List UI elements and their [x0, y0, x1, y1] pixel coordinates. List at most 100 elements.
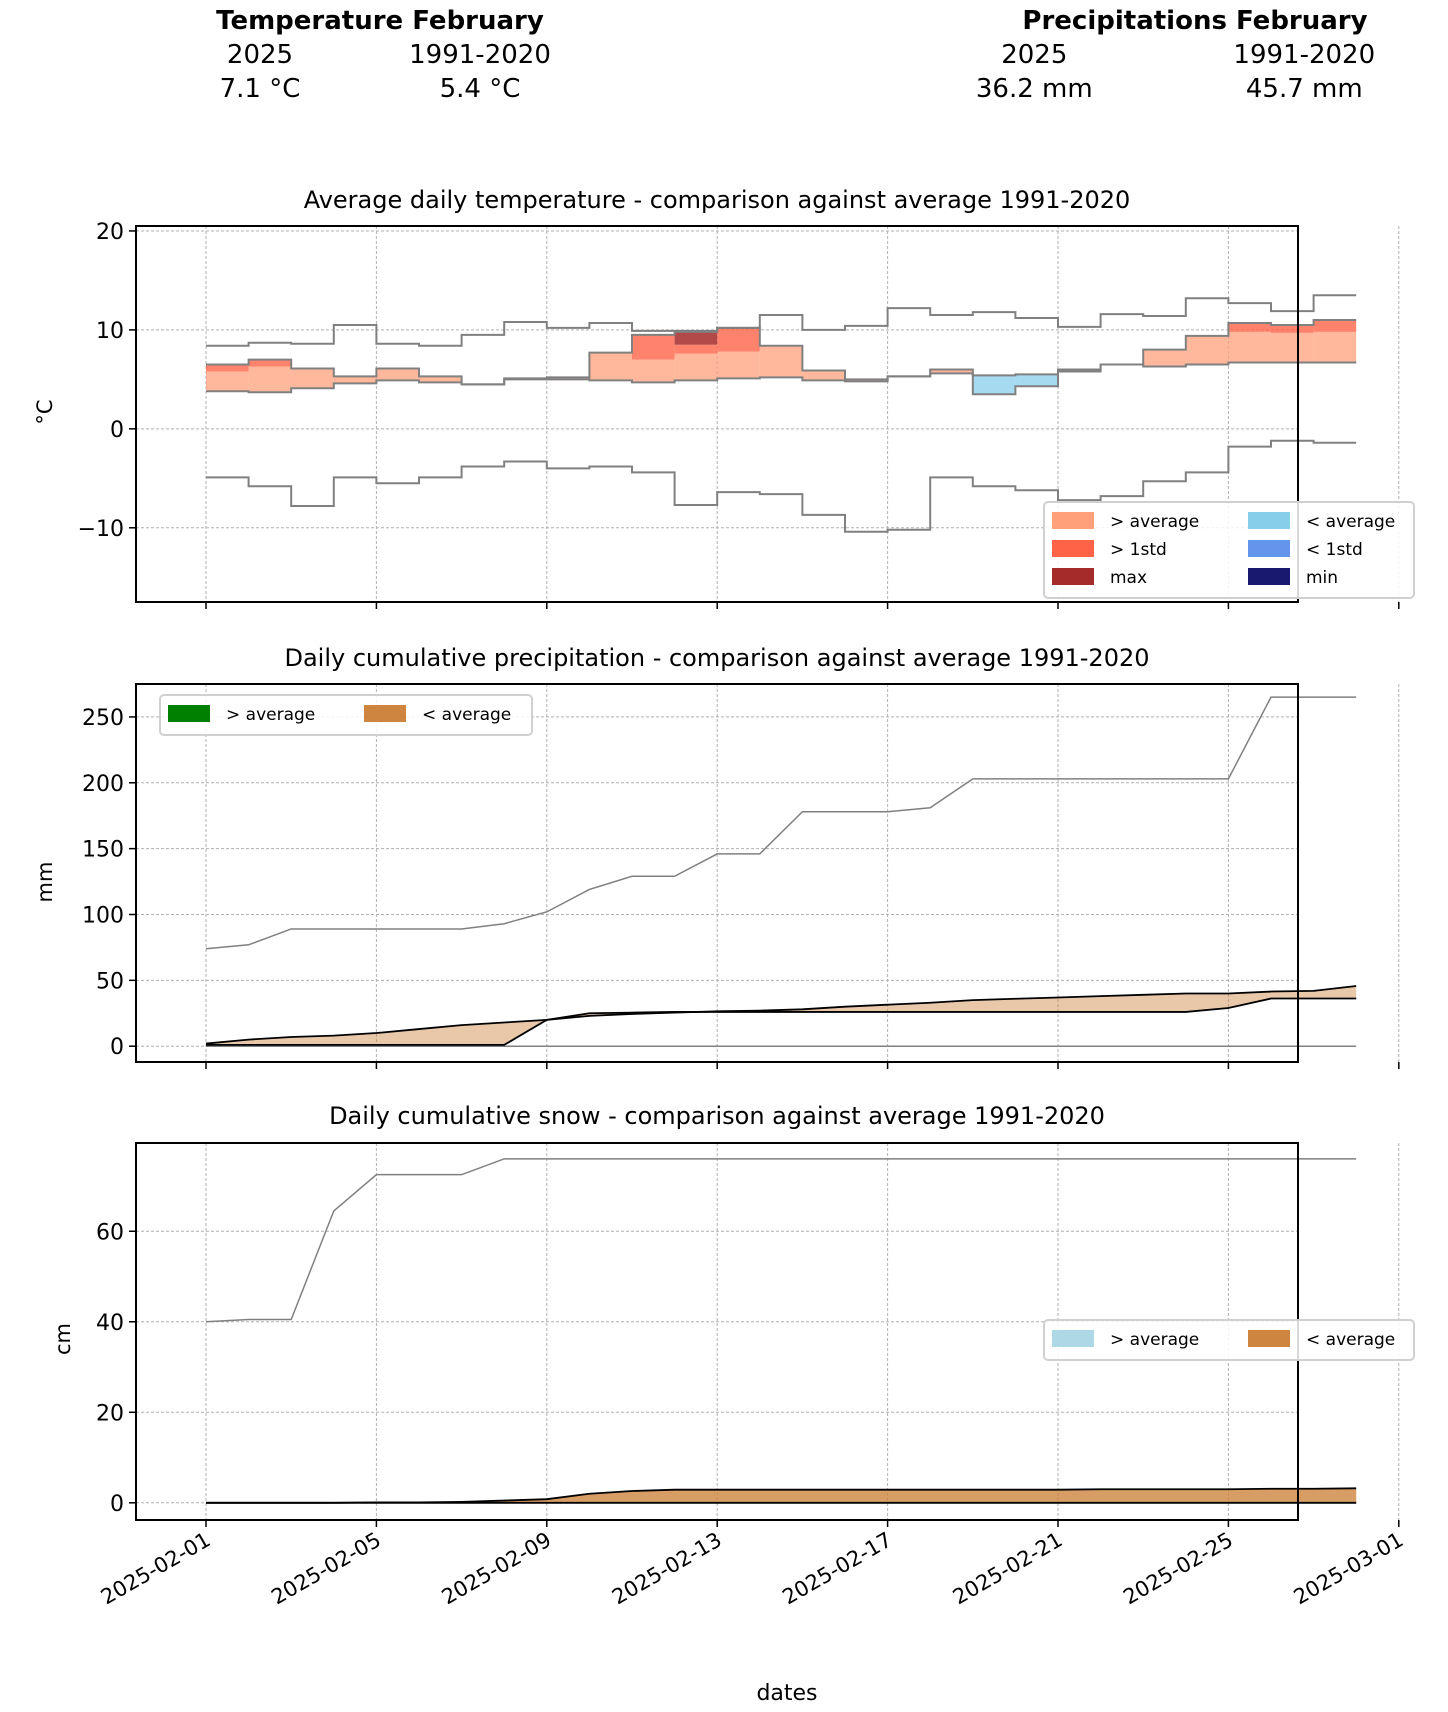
- precipitation-y-label: mm: [33, 862, 57, 903]
- below-average-band: [972, 375, 1016, 395]
- x-tick-label: 2025-02-13: [608, 1528, 726, 1610]
- record-max-line: [206, 294, 1357, 347]
- above-average-band: [333, 376, 377, 384]
- plot-area: [136, 684, 1400, 1062]
- y-tick-label: 0: [110, 418, 124, 443]
- legend-label: > average: [1110, 1330, 1199, 1350]
- snow-y-label: cm: [51, 1323, 75, 1355]
- temperature-chart: Average daily temperature - comparison a…: [33, 186, 1415, 609]
- temperature-col-normal: 1991-2020: [409, 40, 551, 70]
- y-tick-label: 20: [96, 1401, 124, 1426]
- legend-label: > 1std: [1110, 540, 1167, 560]
- legend: > average < average: [159, 694, 533, 736]
- above-average-band: [206, 371, 249, 392]
- y-tick-label: −10: [78, 517, 124, 542]
- temperature-chart-title: Average daily temperature - comparison a…: [304, 186, 1131, 214]
- below-average-area: [206, 986, 1357, 1045]
- legend: > average < average > 1std < 1std max min: [1043, 501, 1415, 599]
- above-average-band: [802, 370, 845, 381]
- temperature-summary-title: Temperature February: [216, 6, 544, 36]
- above-average-band: [1143, 349, 1186, 367]
- above-average-band: [759, 345, 803, 378]
- legend-swatch: [1248, 1330, 1290, 1347]
- legend-swatch: [1052, 540, 1094, 557]
- above-average-band: [930, 369, 973, 374]
- y-tick-label: 10: [96, 319, 124, 344]
- temperature-value-2025: 7.1 °C: [219, 74, 301, 104]
- max-band: [674, 331, 718, 345]
- legend-label: < average: [1306, 512, 1395, 532]
- record-min-line: [206, 439, 1357, 533]
- actual-2025-line: [206, 997, 1357, 1046]
- above-average-band: [1185, 335, 1229, 365]
- above-1std-band: [248, 359, 292, 367]
- precipitation-chart-title: Daily cumulative precipitation - compari…: [284, 644, 1149, 672]
- legend-label: < 1std: [1306, 540, 1363, 560]
- y-tick-label: 200: [82, 772, 124, 797]
- legend-frame: [159, 694, 533, 736]
- x-axis-label: dates: [756, 1681, 817, 1706]
- above-average-band: [589, 352, 632, 381]
- above-average-band: [632, 359, 675, 383]
- max-envelope-line: [205, 696, 1357, 950]
- above-1std-band: [1313, 320, 1357, 332]
- legend-frame: [1043, 1319, 1415, 1361]
- legend-label: < average: [1306, 1330, 1395, 1350]
- above-average-band: [1271, 332, 1314, 363]
- max-envelope-line: [205, 1158, 1357, 1323]
- y-tick-label: 0: [110, 1492, 124, 1517]
- below-average-band: [1015, 374, 1058, 387]
- above-average-band: [376, 368, 419, 381]
- legend-swatch: [1052, 568, 1094, 585]
- temperature-col-2025: 2025: [226, 40, 294, 70]
- precipitation-value-normal: 45.7 mm: [1245, 74, 1363, 104]
- plot-area: [136, 226, 1400, 602]
- precipitation-col-normal: 1991-2020: [1233, 40, 1376, 70]
- above-average-band: [1313, 331, 1357, 363]
- legend-swatch: [168, 705, 210, 722]
- above-1std-band: [1228, 322, 1271, 332]
- precipitation-summary-title: Precipitations February: [1022, 6, 1368, 36]
- below-average-area: [206, 1488, 1357, 1503]
- x-tick-label: 2025-02-05: [267, 1528, 385, 1610]
- above-average-band: [419, 376, 462, 383]
- legend: > average < average: [1043, 1319, 1415, 1361]
- average-line: [205, 985, 1357, 1045]
- precipitation-summary: Precipitations February 2025 1991-2020 3…: [880, 4, 1420, 106]
- x-tick-label: 2025-02-09: [438, 1528, 556, 1610]
- precipitation-chart: Daily cumulative precipitation - compari…: [33, 644, 1400, 1069]
- y-tick-label: 50: [96, 969, 124, 994]
- legend-swatch: [1052, 512, 1094, 529]
- snow-chart: Daily cumulative snow - comparison again…: [51, 1102, 1415, 1706]
- y-tick-label: 20: [96, 220, 124, 245]
- temperature-summary: Temperature February 2025 1991-2020 7.1 …: [160, 4, 600, 106]
- y-tick-label: 150: [82, 838, 124, 863]
- legend-swatch: [1052, 1330, 1094, 1347]
- legend-label: max: [1110, 568, 1147, 588]
- y-tick-label: 0: [110, 1035, 124, 1060]
- above-average-band: [717, 351, 760, 379]
- above-1std-band: [1271, 324, 1314, 333]
- above-1std-band: [674, 344, 718, 354]
- legend-swatch: [1248, 512, 1290, 529]
- above-average-band: [291, 368, 334, 389]
- y-tick-label: 250: [82, 706, 124, 731]
- legend-label: < average: [422, 705, 511, 725]
- x-tick-label: 2025-02-25: [1119, 1528, 1237, 1610]
- above-average-band: [248, 366, 292, 393]
- x-tick-label: 2025-02-01: [97, 1528, 215, 1610]
- y-tick-label: 100: [82, 903, 124, 928]
- actual-2025-line: [206, 319, 1357, 396]
- legend-label: > average: [1110, 512, 1199, 532]
- above-1std-band: [206, 364, 249, 372]
- above-average-band: [1228, 331, 1271, 363]
- temperature-y-label: °C: [33, 399, 57, 424]
- snow-chart-title: Daily cumulative snow - comparison again…: [329, 1102, 1105, 1130]
- above-1std-band: [632, 334, 675, 360]
- y-tick-label: 40: [96, 1311, 124, 1336]
- legend-label: min: [1306, 568, 1338, 588]
- legend-swatch: [1248, 568, 1290, 585]
- x-tick-label: 2025-03-01: [1290, 1528, 1408, 1610]
- y-tick-label: 60: [96, 1220, 124, 1245]
